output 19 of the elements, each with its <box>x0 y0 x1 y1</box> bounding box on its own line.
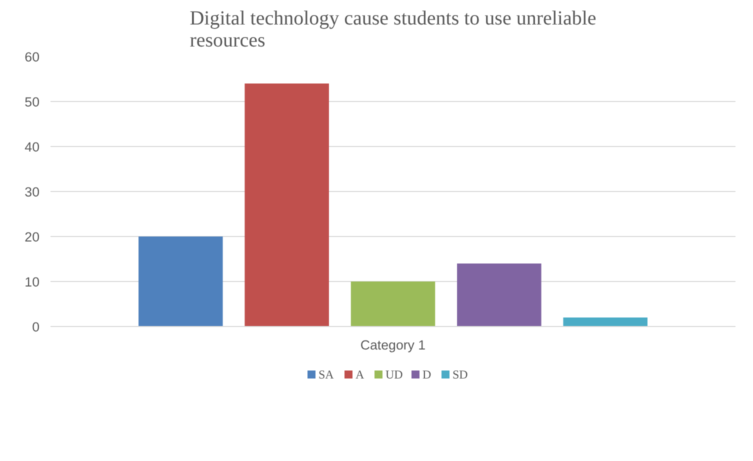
legend-label: SD <box>452 368 468 382</box>
bar <box>563 318 648 326</box>
y-tick-label: 0 <box>32 320 40 334</box>
legend-label: D <box>422 368 432 382</box>
y-tick-label: 30 <box>24 184 40 200</box>
y-tick-label: 20 <box>24 230 40 244</box>
bar <box>457 264 542 326</box>
y-tick-label: 50 <box>24 94 40 110</box>
y-tick-label: 10 <box>24 274 40 290</box>
bar <box>244 84 329 326</box>
legend-label: A <box>356 368 364 382</box>
y-tick-label: 60 <box>24 50 40 64</box>
legend-label: SA <box>318 368 334 382</box>
chart-title: Digital technology cause students to use unreliable resources <box>190 8 596 52</box>
y-tick-label: 40 <box>24 140 40 154</box>
bar <box>350 282 436 326</box>
x-tick-label: Category 1 <box>360 338 426 352</box>
legend-label: UD <box>386 368 404 382</box>
bar <box>138 236 223 326</box>
